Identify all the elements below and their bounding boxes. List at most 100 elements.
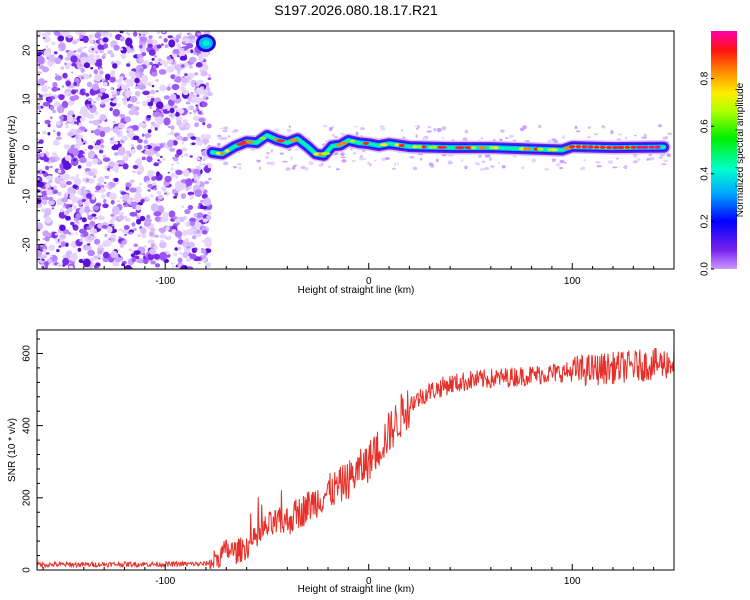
noise-speckle	[60, 66, 65, 70]
noise-speckle	[70, 157, 79, 167]
signal-track-layer	[205, 128, 671, 163]
noise-speckle	[132, 135, 140, 141]
colorbar-tick-label: 0.8	[700, 71, 711, 85]
colorbar-label: Normalized spectral amplitude	[735, 82, 746, 217]
noise-speckle	[51, 207, 55, 210]
noise-speckle	[94, 238, 101, 245]
noise-speckle	[103, 126, 111, 133]
track-halo-speckle	[488, 157, 492, 162]
noise-speckle	[113, 177, 119, 182]
noise-speckle	[84, 149, 87, 151]
noise-speckle	[59, 233, 67, 240]
noise-speckle	[87, 214, 94, 221]
track-halo-speckle	[355, 131, 359, 136]
noise-speckle	[106, 226, 113, 233]
track-halo-speckle	[643, 133, 647, 137]
track-halo-speckle	[292, 164, 297, 168]
noise-speckle	[136, 218, 142, 225]
track-hot-spot	[618, 145, 625, 150]
noise-speckle	[70, 71, 74, 74]
noise-speckle	[164, 44, 169, 48]
noise-speckle	[42, 130, 47, 135]
track-hot-spot	[612, 146, 618, 150]
noise-speckle	[52, 81, 58, 88]
noise-speckle	[41, 190, 48, 197]
noise-speckle	[180, 265, 189, 269]
noise-speckle	[179, 55, 188, 61]
noise-speckle	[167, 83, 171, 86]
track-hot-spot	[636, 145, 643, 149]
noise-speckle	[108, 181, 116, 188]
track-halo-speckle	[359, 157, 364, 161]
noise-speckle	[184, 73, 188, 77]
track-halo-speckle	[218, 136, 224, 141]
track-hot-spot	[605, 145, 612, 150]
noise-speckle	[136, 101, 140, 105]
track-halo-speckle	[559, 167, 563, 170]
noise-speckle	[149, 231, 154, 237]
noise-speckle	[180, 64, 185, 68]
noise-speckle	[65, 125, 69, 129]
noise-speckle	[171, 262, 174, 265]
colorbar-tick-label: 0.6	[700, 119, 711, 133]
noise-speckle	[47, 132, 51, 136]
noise-speckle	[99, 130, 106, 138]
noise-speckle	[37, 153, 41, 158]
noise-speckle	[44, 208, 52, 216]
noise-speckle	[45, 183, 50, 189]
noise-speckle	[88, 171, 95, 177]
noise-speckle	[51, 41, 56, 46]
noise-speckle	[91, 213, 97, 217]
track-halo-speckle	[596, 165, 602, 168]
noise-speckle	[159, 251, 168, 261]
track-halo-speckle	[286, 128, 292, 133]
track-halo-speckle	[552, 158, 557, 161]
track-hot-spot	[339, 141, 348, 145]
noise-speckle	[146, 214, 151, 220]
snr-x-tick-label: 100	[564, 576, 581, 587]
noise-speckle	[109, 107, 113, 112]
noise-speckle	[198, 117, 205, 123]
noise-speckle	[196, 94, 200, 98]
noise-speckle	[67, 187, 75, 194]
noise-speckle	[138, 31, 146, 35]
noise-speckle	[57, 35, 65, 42]
noise-speckle	[67, 231, 71, 235]
track-hot-spot	[380, 143, 388, 147]
noise-speckle	[172, 140, 178, 146]
noise-speckle	[102, 240, 109, 248]
noise-speckle	[171, 116, 174, 120]
noise-speckle	[189, 221, 196, 227]
noise-speckle	[52, 109, 56, 114]
noise-speckle	[41, 199, 48, 206]
track-hot-spot	[587, 145, 594, 149]
noise-speckle	[95, 51, 99, 54]
noise-speckle	[205, 97, 209, 100]
noise-speckle	[170, 167, 174, 171]
track-halo-speckle	[637, 158, 641, 162]
noise-speckle	[48, 232, 52, 237]
noise-speckle	[65, 91, 70, 97]
noise-speckle	[120, 48, 124, 51]
noise-speckle	[172, 36, 177, 40]
noise-speckle	[53, 101, 61, 108]
noise-speckle	[57, 169, 62, 173]
noise-speckle	[70, 221, 75, 226]
noise-speckle	[97, 43, 106, 51]
noise-speckle	[46, 175, 54, 181]
noise-speckle	[149, 106, 153, 110]
noise-speckle	[204, 180, 210, 185]
noise-speckle	[119, 31, 124, 34]
noise-speckle	[124, 233, 127, 236]
noise-speckle	[69, 253, 78, 262]
noise-speckle	[189, 112, 192, 115]
noise-speckle	[86, 192, 92, 199]
track-halo-speckle	[427, 126, 432, 129]
track-hot-spot	[478, 146, 487, 150]
noise-speckle	[75, 135, 79, 140]
noise-speckle	[52, 189, 58, 194]
noise-speckle	[171, 53, 178, 58]
noise-speckle	[147, 170, 155, 178]
track-halo-speckle	[481, 160, 486, 163]
noise-speckle	[79, 38, 84, 42]
